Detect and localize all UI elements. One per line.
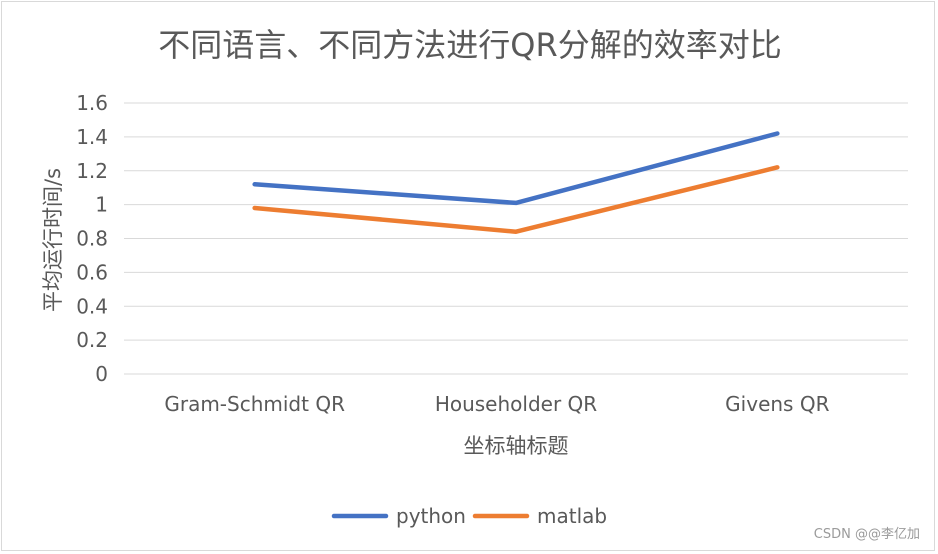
y-tick-label: 1	[95, 193, 108, 217]
legend-label-matlab: matlab	[537, 504, 607, 528]
y-tick-label: 1.4	[76, 125, 108, 149]
x-axis-categories: Gram-Schmidt QR Householder QR Givens QR	[164, 392, 829, 416]
series-lines	[252, 131, 780, 234]
chart-title: 不同语言、不同方法进行QR分解的效率对比	[158, 26, 781, 64]
y-axis-ticks: 0 0.2 0.4 0.6 0.8 1 1.2 1.4 1.6	[76, 91, 108, 386]
watermark: CSDN @@李亿加	[813, 527, 920, 542]
y-axis-label: 平均运行时间/s	[41, 168, 65, 312]
x-axis-label: 坐标轴标题	[464, 434, 569, 458]
y-tick-label: 0	[95, 362, 108, 386]
legend: python matlab	[331, 504, 607, 528]
x-category-label: Householder QR	[435, 392, 597, 416]
x-category-label: Givens QR	[725, 392, 829, 416]
y-tick-label: 0.6	[76, 260, 108, 284]
y-tick-label: 1.6	[76, 91, 108, 115]
x-category-label: Gram-Schmidt QR	[164, 392, 345, 416]
gridlines	[124, 102, 908, 375]
y-tick-label: 1.2	[76, 159, 108, 183]
legend-label-python: python	[396, 504, 466, 528]
series-line-matlab	[252, 165, 780, 234]
y-tick-label: 0.2	[76, 328, 108, 352]
y-tick-label: 0.8	[76, 227, 108, 251]
series-line-python	[252, 131, 780, 206]
y-tick-label: 0.4	[76, 294, 108, 318]
